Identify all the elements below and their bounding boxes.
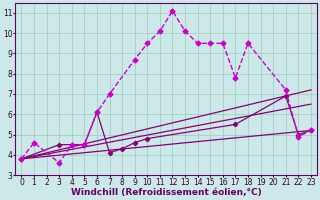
X-axis label: Windchill (Refroidissement éolien,°C): Windchill (Refroidissement éolien,°C) <box>71 188 261 197</box>
